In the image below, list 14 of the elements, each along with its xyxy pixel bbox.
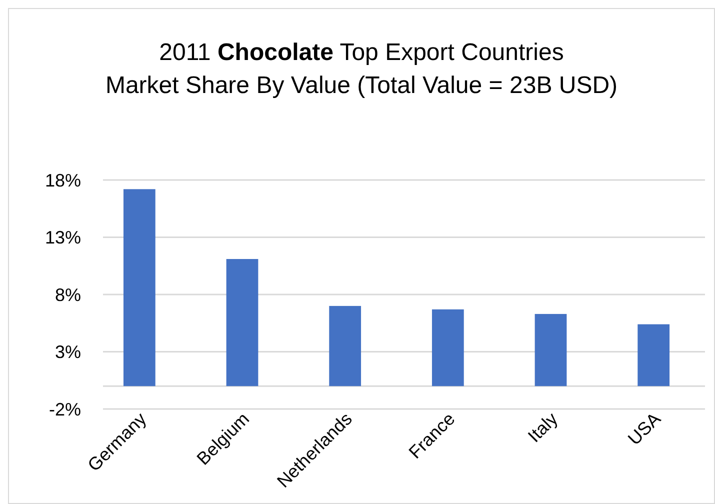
bar [432, 309, 464, 386]
y-tick-label: 3% [54, 342, 81, 362]
bar [534, 314, 567, 386]
y-tick-label: 18% [44, 170, 81, 190]
x-tick-label: USA [624, 408, 664, 449]
bar [638, 324, 670, 386]
y-tick-label: 8% [54, 284, 81, 305]
x-tick-label: Italy [524, 408, 562, 446]
bar [329, 306, 362, 386]
bar [123, 189, 156, 386]
y-tick-label: -2% [48, 399, 81, 420]
y-tick-label: 13% [44, 228, 81, 248]
bar [226, 259, 258, 386]
chart-title: 2011 Chocolate Top Export Countries Market Share By Value (Total Value = 23B USD) [105, 39, 618, 99]
